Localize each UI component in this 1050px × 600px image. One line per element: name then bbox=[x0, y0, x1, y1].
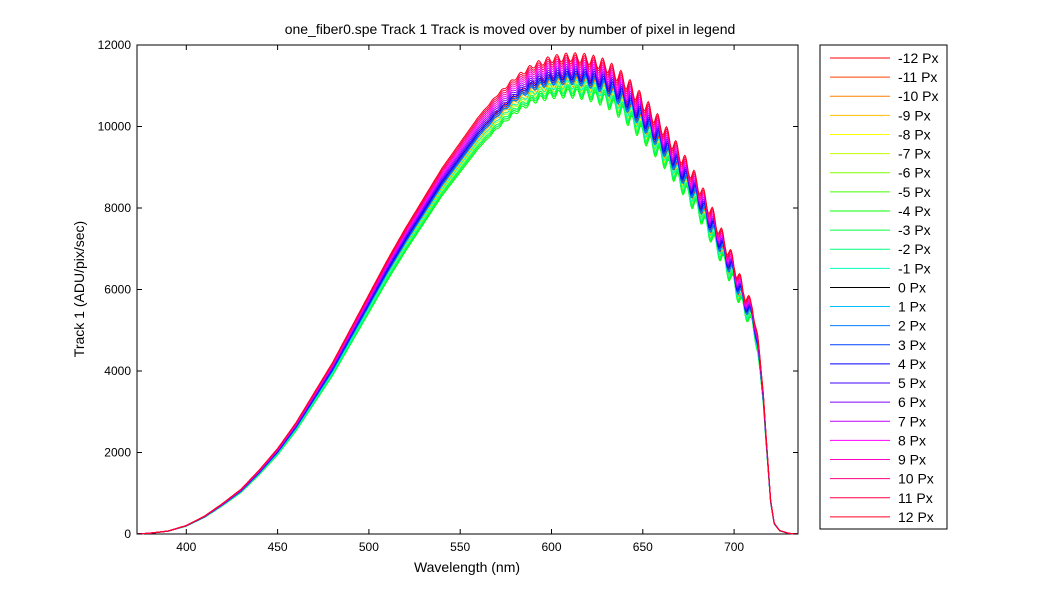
legend-entry: -7 Px bbox=[898, 146, 931, 162]
y-axis-title: Track 1 (ADU/pix/sec) bbox=[71, 221, 87, 357]
legend-entry: 0 Px bbox=[898, 279, 926, 295]
legend-entry: 2 Px bbox=[898, 318, 926, 334]
x-axis-title: Wavelength (nm) bbox=[414, 559, 520, 575]
y-tick-label: 6000 bbox=[104, 283, 131, 297]
legend-entry: -9 Px bbox=[898, 107, 931, 123]
legend-entry: 3 Px bbox=[898, 337, 926, 353]
legend-entry: 12 Px bbox=[898, 509, 934, 525]
legend-entry: -12 Px bbox=[898, 50, 938, 66]
x-tick-label: 550 bbox=[450, 540, 470, 554]
x-tick-label: 500 bbox=[359, 540, 379, 554]
legend-entry: 9 Px bbox=[898, 452, 926, 468]
x-tick-label: 600 bbox=[541, 540, 561, 554]
chart-title: one_fiber0.spe Track 1 Track is moved ov… bbox=[285, 21, 736, 37]
x-tick-label: 700 bbox=[724, 540, 744, 554]
series-line bbox=[136, 52, 799, 535]
y-tick-label: 8000 bbox=[104, 201, 131, 215]
legend-entry: -1 Px bbox=[898, 260, 931, 276]
legend-entry: 10 Px bbox=[898, 471, 934, 487]
legend-entry: -2 Px bbox=[898, 241, 931, 257]
y-tick-label: 10000 bbox=[98, 120, 132, 134]
series-layer bbox=[136, 52, 799, 535]
legend-entry: 8 Px bbox=[898, 432, 926, 448]
x-tick-label: 450 bbox=[268, 540, 288, 554]
legend-entry: 6 Px bbox=[898, 394, 926, 410]
x-tick-label: 650 bbox=[633, 540, 653, 554]
y-tick-label: 0 bbox=[124, 527, 131, 541]
tick-layer: 400 450 500 550 600 650 700 0 2000 4000 6000 8000 10… bbox=[98, 38, 798, 554]
legend-entry: 11 Px bbox=[898, 490, 933, 506]
y-tick-label: 12000 bbox=[98, 38, 132, 52]
legend-entry: 4 Px bbox=[898, 356, 926, 372]
legend-entry: -4 Px bbox=[898, 203, 931, 219]
legend-entry: -8 Px bbox=[898, 126, 931, 142]
plot-area bbox=[136, 44, 799, 535]
legend: -12 Px -11 Px -10 Px -9 Px -8 Px -7 Px -6 Px -5… bbox=[819, 44, 948, 530]
legend-entry: -3 Px bbox=[898, 222, 931, 238]
legend-entry: -5 Px bbox=[898, 184, 931, 200]
y-tick-label: 4000 bbox=[104, 364, 131, 378]
legend-entry: -10 Px bbox=[898, 88, 938, 104]
legend-entry: 7 Px bbox=[898, 413, 926, 429]
legend-entry: -6 Px bbox=[898, 165, 931, 181]
legend-entry: 1 Px bbox=[898, 299, 926, 315]
legend-entry: -11 Px bbox=[898, 69, 937, 85]
legend-entry: 5 Px bbox=[898, 375, 926, 391]
x-tick-label: 400 bbox=[176, 540, 196, 554]
y-tick-label: 2000 bbox=[104, 446, 131, 460]
